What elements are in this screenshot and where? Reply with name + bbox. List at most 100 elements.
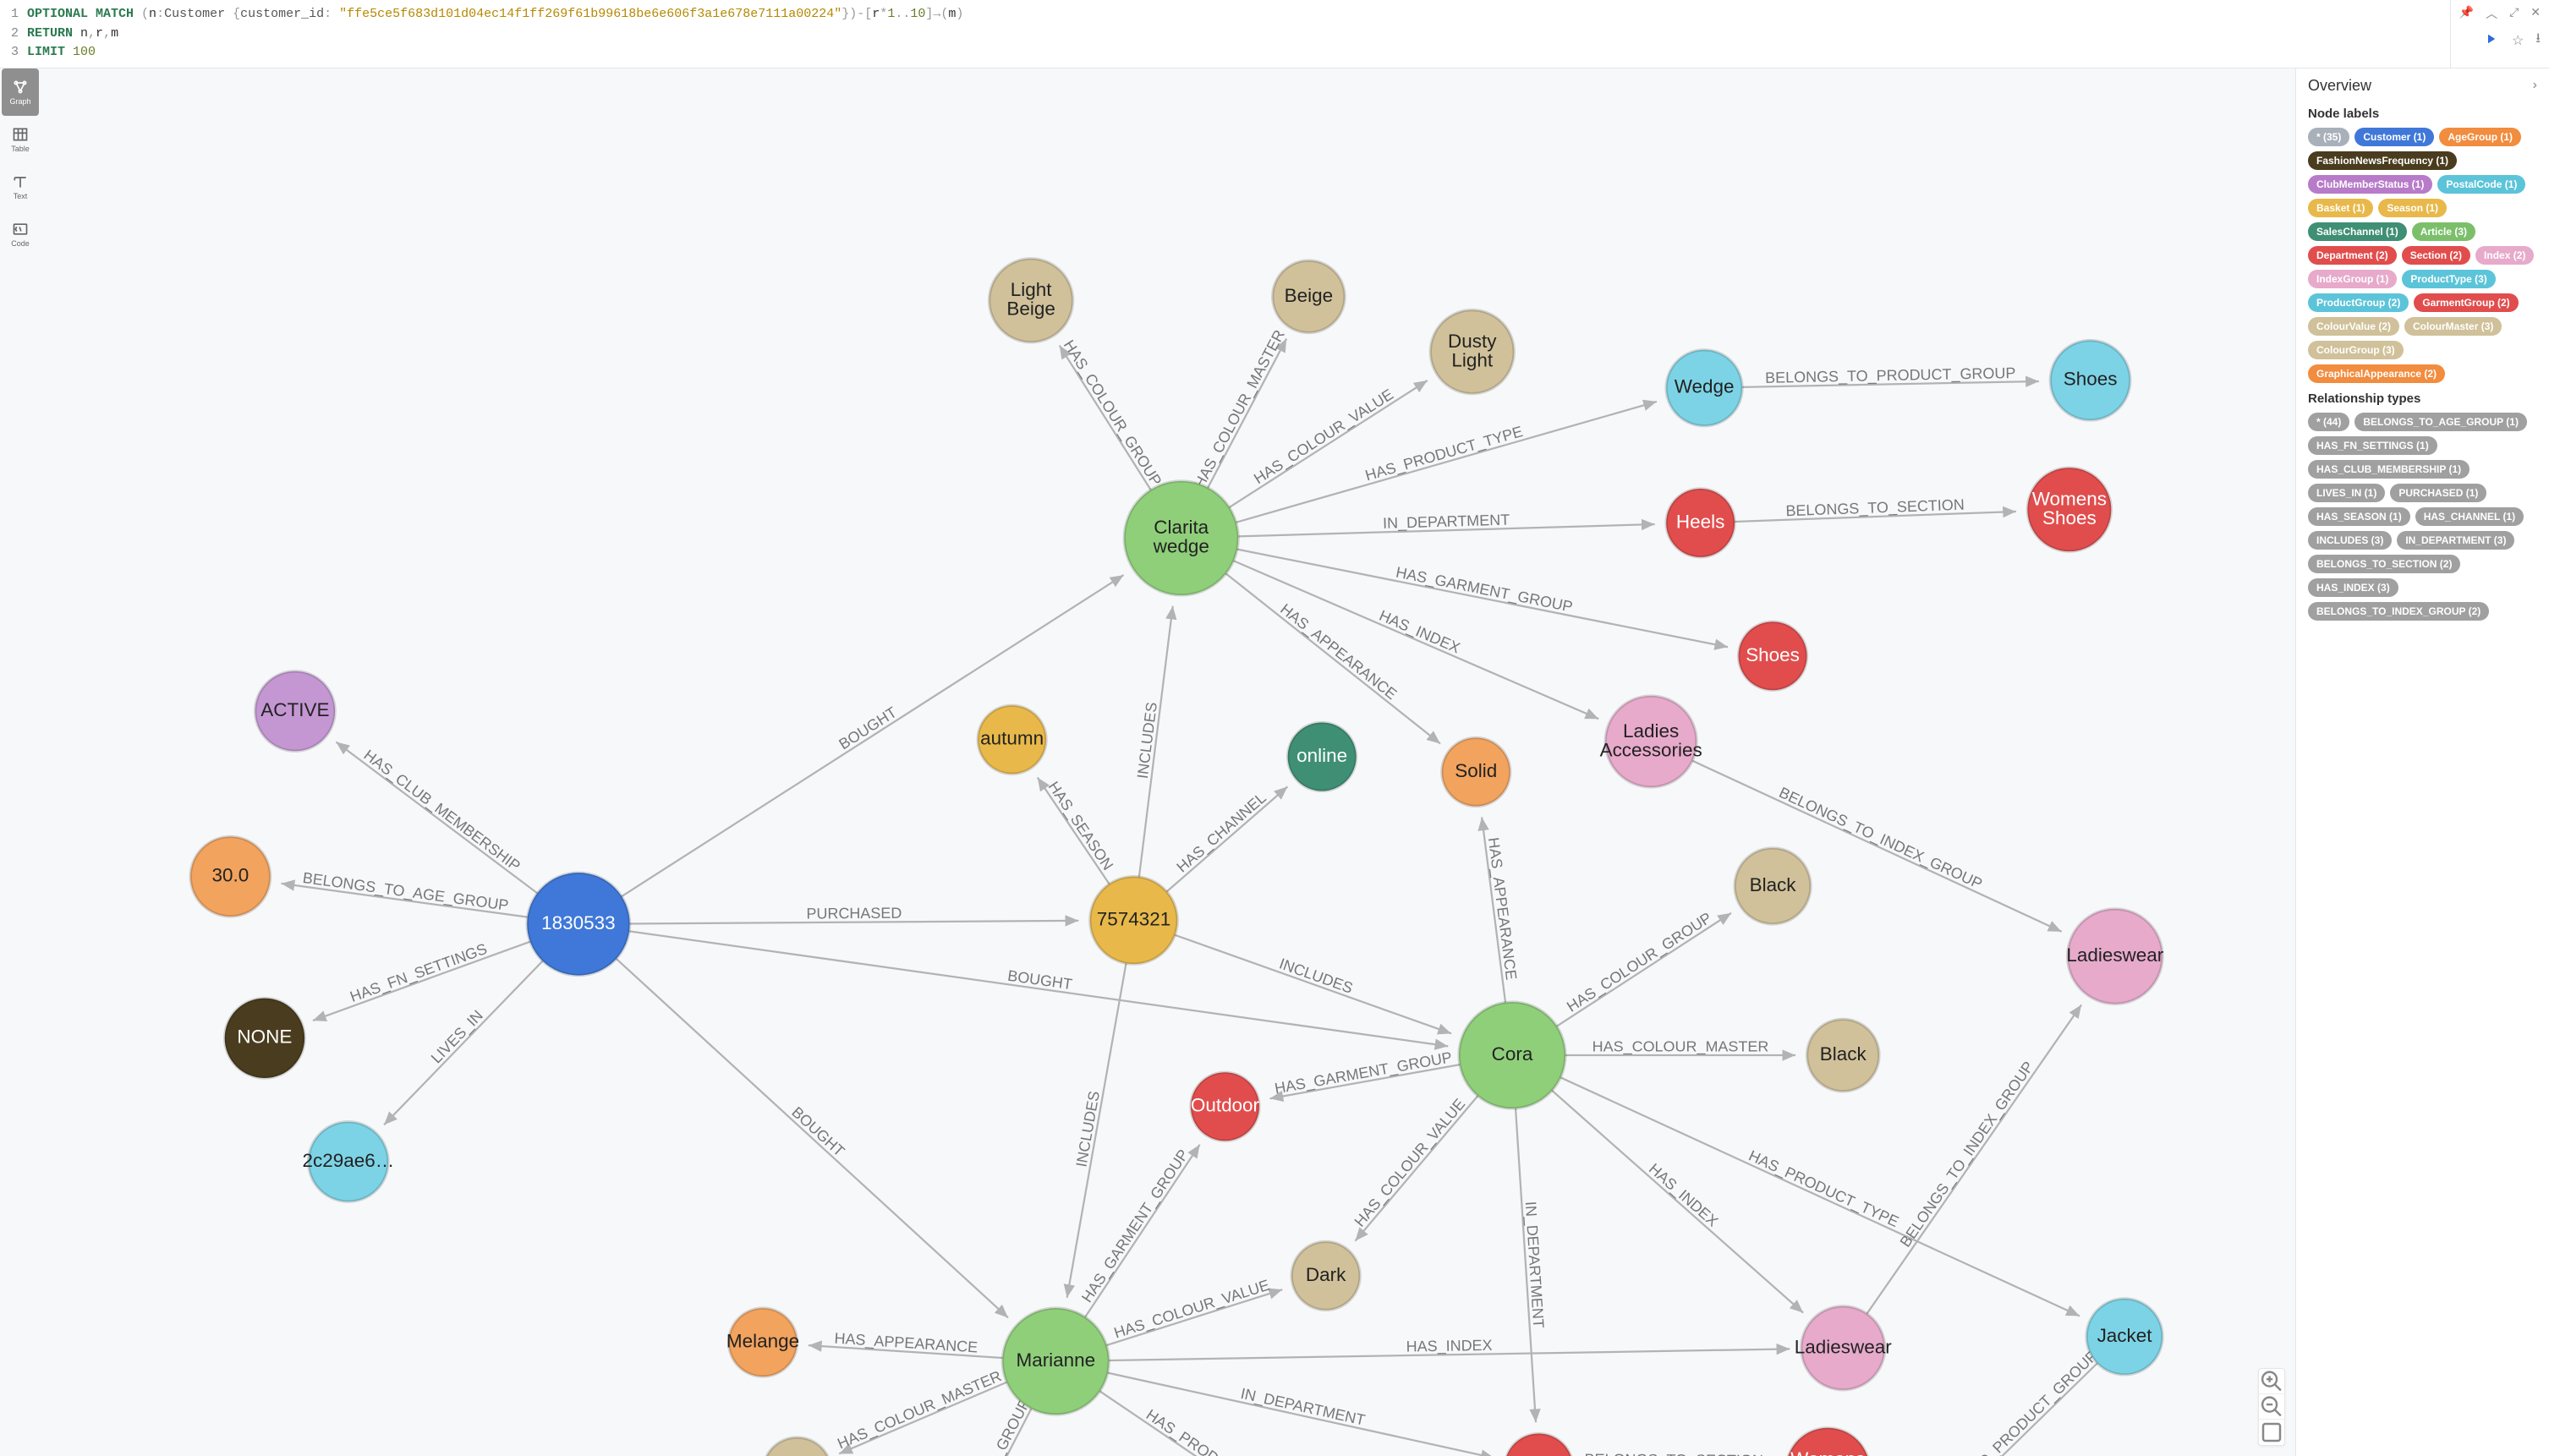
node-label-pill[interactable]: ProductType (3) [2402, 270, 2495, 288]
node-label-pill[interactable]: Basket (1) [2308, 199, 2373, 217]
relationship-type-pill[interactable]: IN_DEPARTMENT (3) [2397, 531, 2514, 550]
relationship-type-pill[interactable]: INCLUDES (3) [2308, 531, 2392, 550]
graph-edge[interactable] [1175, 934, 1451, 1033]
graph-node[interactable]: Black [1735, 847, 1811, 923]
relationship-type-pill[interactable]: BELONGS_TO_SECTION (2) [2308, 555, 2460, 573]
node-label-pill[interactable]: GraphicalAppearance (2) [2308, 364, 2445, 383]
node-label-pill[interactable]: Article (3) [2412, 222, 2475, 241]
collapse-icon[interactable]: ⤢ [2509, 5, 2519, 22]
graph-edge[interactable] [1355, 1096, 1477, 1241]
chevron-up-icon[interactable]: ︿ [2486, 5, 2497, 22]
relationship-type-pill[interactable]: BELONGS_TO_INDEX_GROUP (2) [2308, 602, 2489, 621]
node-label-pill[interactable]: Department (2) [2308, 246, 2397, 265]
pin-icon[interactable]: 📌 [2459, 5, 2474, 22]
relationship-type-pill[interactable]: PURCHASED (1) [2390, 484, 2486, 502]
graph-node[interactable]: ACTIVE [255, 671, 335, 750]
graph-node[interactable]: Jacket [2086, 1298, 2163, 1374]
tool-code[interactable]: Code [2, 211, 39, 258]
relationship-type-pill[interactable]: * (44) [2308, 413, 2349, 431]
relationship-type-pill[interactable]: HAS_CLUB_MEMBERSHIP (1) [2308, 460, 2470, 479]
node-label-pill[interactable]: PostalCode (1) [2437, 175, 2525, 194]
download-icon[interactable]: ⭳ [2535, 29, 2541, 52]
graph-node[interactable]: 30.0 [190, 836, 270, 916]
node-label-pill[interactable]: ColourMaster (3) [2404, 317, 2502, 336]
node-label-pill[interactable]: ClubMemberStatus (1) [2308, 175, 2432, 194]
graph-edge[interactable] [1167, 786, 1288, 891]
graph-node[interactable]: Wedge [1666, 349, 1742, 425]
edge-label: BELONGS_TO_INDEX_GROUP [1897, 1058, 2038, 1250]
edge-label: PURCHASED [806, 904, 902, 922]
graph-node[interactable]: 1830533 [527, 873, 629, 975]
graph-node[interactable]: Ladieswear [1795, 1305, 1892, 1389]
zoom-out-button[interactable] [2259, 1394, 2284, 1420]
graph-node[interactable]: LightBeige [989, 258, 1073, 342]
relationship-type-pill[interactable]: HAS_CHANNEL (1) [2415, 507, 2524, 526]
node-label-pill[interactable]: GarmentGroup (2) [2414, 293, 2518, 312]
graph-edge[interactable] [1230, 380, 1428, 507]
node-label-pill[interactable]: * (35) [2308, 128, 2349, 146]
node-label-pill[interactable]: IndexGroup (1) [2308, 270, 2397, 288]
zoom-in-button[interactable] [2259, 1369, 2284, 1394]
close-icon[interactable]: ✕ [2530, 5, 2541, 22]
graph-node[interactable]: Dark [1291, 1241, 1360, 1310]
edge-label: HAS_INDEX [1406, 1336, 1493, 1355]
node-label-pill[interactable]: Index (2) [2475, 246, 2534, 265]
graph-node[interactable]: 2c29ae6… [302, 1121, 394, 1201]
relationship-type-pill[interactable]: BELONGS_TO_AGE_GROUP (1) [2354, 413, 2527, 431]
graph-node[interactable]: Ladieswear [2066, 908, 2163, 1003]
graph-node[interactable]: Shoes [1739, 621, 1807, 690]
graph-node[interactable]: 7574321 [1090, 876, 1177, 963]
node-label-pill[interactable]: Section (2) [2402, 246, 2470, 265]
graph-node[interactable]: Cora [1459, 1002, 1565, 1108]
graph-edge[interactable] [1557, 912, 1731, 1026]
node-label-pill[interactable]: FashionNewsFrequency (1) [2308, 151, 2457, 170]
graph-node[interactable]: Marianne [1002, 1308, 1109, 1415]
star-icon[interactable]: ☆ [2512, 32, 2524, 49]
tool-graph[interactable]: Graph [2, 68, 39, 116]
relationship-type-pill[interactable]: LIVES_IN (1) [2308, 484, 2385, 502]
graph-node[interactable]: Melange [726, 1308, 799, 1377]
graph-node[interactable]: LadiesAccessories [1600, 696, 1702, 787]
graph-edge[interactable] [1106, 1289, 1282, 1345]
node-label-pill[interactable]: ColourValue (2) [2308, 317, 2399, 336]
graph-node[interactable]: Beige [1273, 260, 1345, 332]
edge-label: HAS_INDEX [1377, 606, 1463, 657]
tool-text[interactable]: Text [2, 163, 39, 211]
graph-node[interactable]: Solid [1442, 737, 1510, 806]
edge-label: HAS_PRODUCT_TYPE [1363, 423, 1525, 484]
graph-edge[interactable] [839, 1382, 1006, 1453]
graph-node[interactable]: Heels [1666, 488, 1735, 556]
graph-node[interactable]: WomensShoes [2027, 468, 2111, 551]
node-label-pill[interactable]: Season (1) [2378, 199, 2447, 217]
graph-node[interactable]: Outwear [1503, 1433, 1575, 1456]
edge-label: BELONGS_TO_PRODUCT_GROUP [1765, 364, 2016, 387]
graph-node[interactable]: WomensJackets [1786, 1427, 1870, 1456]
graph-edge[interactable] [622, 575, 1124, 896]
relationship-type-pill[interactable]: HAS_FN_SETTINGS (1) [2308, 436, 2437, 455]
relationship-type-pill[interactable]: HAS_INDEX (3) [2308, 578, 2398, 597]
graph-node[interactable]: DustyLight [1430, 309, 1514, 393]
node-label-pill[interactable]: AgeGroup (1) [2439, 128, 2521, 146]
graph-canvas[interactable]: HAS_CLUB_MEMBERSHIPBELONGS_TO_AGE_GROUPH… [41, 68, 2295, 1456]
relationship-type-pill[interactable]: HAS_SEASON (1) [2308, 507, 2410, 526]
chevron-right-icon[interactable]: › [2533, 78, 2537, 93]
node-label-pill[interactable]: ColourGroup (3) [2308, 341, 2404, 359]
query-editor[interactable]: 1OPTIONAL MATCH (n:Customer {customer_id… [0, 0, 2451, 68]
edge-label: LIVES_IN [428, 1006, 487, 1066]
graph-edge[interactable] [1085, 1144, 1199, 1316]
graph-node[interactable]: Shoes [2050, 340, 2130, 419]
graph-node[interactable]: NONE [225, 998, 304, 1077]
graph-node[interactable]: Claritawedge [1124, 480, 1238, 594]
edge-label: BOUGHT [788, 1103, 847, 1160]
fit-screen-button[interactable] [2259, 1420, 2284, 1445]
graph-node[interactable]: Grey [763, 1437, 831, 1456]
graph-node[interactable]: autumn [978, 705, 1046, 774]
graph-node[interactable]: Black [1807, 1019, 1879, 1091]
graph-node[interactable]: online [1288, 722, 1357, 791]
node-label-pill[interactable]: SalesChannel (1) [2308, 222, 2407, 241]
node-label-pill[interactable]: Customer (1) [2354, 128, 2434, 146]
tool-table[interactable]: Table [2, 116, 39, 163]
run-button[interactable] [2481, 30, 2500, 51]
node-label-pill[interactable]: ProductGroup (2) [2308, 293, 2409, 312]
graph-node[interactable]: Outdoor [1191, 1072, 1260, 1141]
